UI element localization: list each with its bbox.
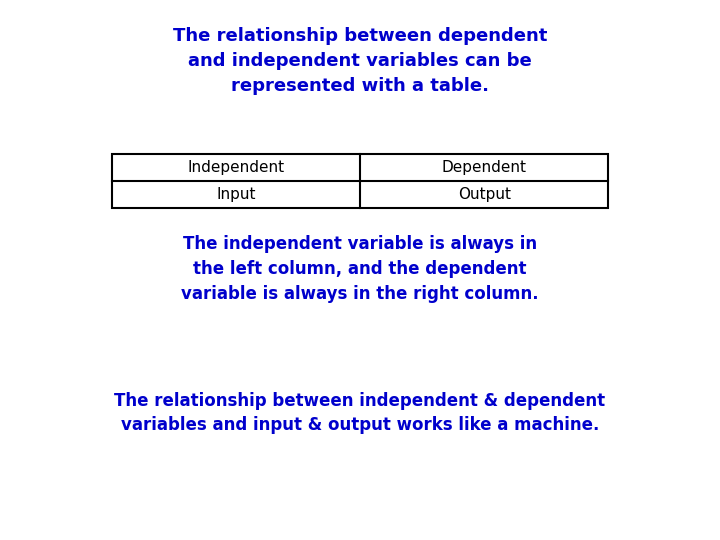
Text: The relationship between dependent
and independent variables can be
represented : The relationship between dependent and i…	[173, 27, 547, 95]
Text: Dependent: Dependent	[441, 160, 527, 175]
Bar	[112, 154, 608, 208]
Text: The relationship between independent & dependent
variables and input & output wo: The relationship between independent & d…	[114, 392, 606, 435]
Text: Independent: Independent	[187, 160, 284, 175]
Text: Input: Input	[216, 187, 256, 202]
Text: The independent variable is always in
the left column, and the dependent
variabl: The independent variable is always in th…	[181, 235, 539, 303]
Text: Output: Output	[458, 187, 510, 202]
